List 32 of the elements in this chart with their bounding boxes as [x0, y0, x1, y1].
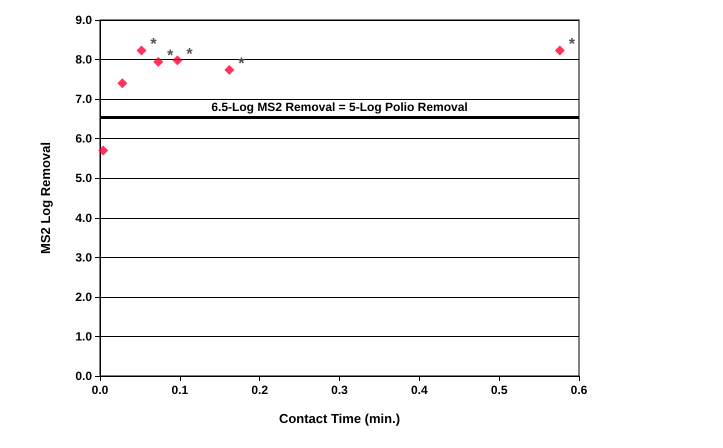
y-tick-label: 8.0 — [75, 52, 92, 67]
y-tick-label: 5.0 — [75, 171, 92, 186]
y-tick-label: 3.0 — [75, 250, 92, 264]
point — [136, 45, 147, 56]
y-tick-label: 0.0 — [75, 369, 92, 383]
point — [117, 78, 128, 88]
annotation: * — [186, 46, 194, 63]
y-tick-label: 4.0 — [75, 210, 92, 225]
point — [554, 45, 565, 56]
x-tick-label: 0.6 — [570, 383, 588, 397]
point — [172, 55, 182, 66]
x-tick-label: 0.3 — [331, 383, 348, 397]
x-tick-label: 0.4 — [410, 383, 428, 397]
ref-line-label: 6.5-Log MS2 Removal = 5-Log Polio Removal — [211, 100, 468, 114]
y-tick-label: 1.0 — [75, 329, 92, 344]
x-tick-label: 0.2 — [251, 383, 268, 397]
y-axis-title: MS2 Log Removal — [38, 142, 53, 254]
x-tick-label: 0.0 — [92, 383, 109, 397]
x-axis-title: Contact Time (min.) — [278, 411, 400, 426]
x-tick-label: 0.5 — [490, 383, 508, 397]
point — [153, 56, 164, 67]
x-tick-label: 0.1 — [171, 383, 188, 397]
y-tick-label: 2.0 — [75, 290, 92, 304]
y-tick-label: 6.0 — [75, 132, 92, 146]
y-tick-label: 9.0 — [75, 13, 92, 27]
annotation: * — [238, 55, 246, 72]
y-tick-label: 7.0 — [75, 92, 92, 106]
annotation: * — [568, 36, 576, 53]
point — [98, 146, 108, 156]
point — [224, 64, 234, 75]
annotation: * — [167, 47, 174, 64]
annotation: * — [150, 36, 158, 53]
